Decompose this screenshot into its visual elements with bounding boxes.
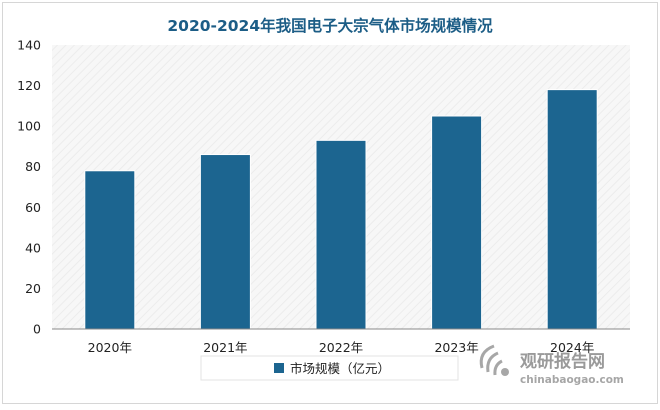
bar: [315, 139, 367, 330]
y-tick-label: 140: [17, 38, 41, 53]
y-axis: 0 20 40 60 80 100 120 140: [17, 38, 41, 337]
y-tick-label: 60: [25, 200, 41, 215]
legend-box: [200, 355, 459, 381]
x-tick-label: 2023年: [434, 340, 478, 355]
watermark: 观研报告网 chinabaogao.com: [479, 344, 624, 386]
bar: [546, 89, 598, 330]
y-tick-label: 0: [33, 322, 41, 337]
y-tick-label: 100: [17, 119, 41, 134]
bar: [199, 154, 251, 330]
x-tick-label: 2024年: [550, 340, 594, 355]
x-axis: 2020年 2021年 2022年 2023年 2024年: [88, 340, 595, 355]
legend: 市场规模（亿元）: [200, 355, 459, 381]
y-tick-label: 120: [17, 78, 41, 93]
chart-title: 2020-2024年我国电子大宗气体市场规模情况: [167, 16, 493, 35]
x-tick-label: 2020年: [88, 340, 132, 355]
watermark-logo-icon: [479, 344, 509, 376]
x-tick-label: 2021年: [203, 340, 247, 355]
watermark-brand: 观研报告网: [519, 351, 605, 372]
x-tick-label: 2022年: [319, 340, 363, 355]
y-tick-label: 40: [25, 240, 41, 255]
watermark-url: chinabaogao.com: [520, 374, 624, 386]
bar-series: [84, 89, 598, 330]
legend-label: 市场规模（亿元）: [290, 361, 390, 376]
y-tick-label: 80: [25, 159, 41, 174]
bar: [84, 170, 136, 330]
y-tick-label: 20: [25, 281, 41, 296]
legend-swatch: [274, 363, 284, 373]
bar: [431, 115, 483, 330]
